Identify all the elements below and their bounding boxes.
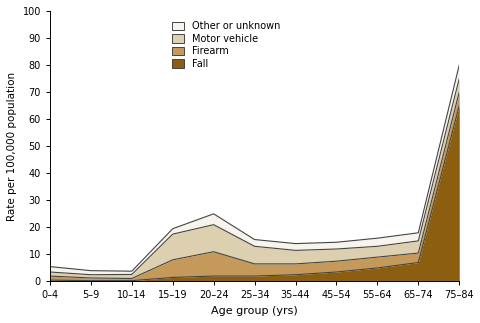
Legend: Other or unknown, Motor vehicle, Firearm, Fall: Other or unknown, Motor vehicle, Firearm…	[169, 18, 282, 72]
Y-axis label: Rate per 100,000 population: Rate per 100,000 population	[7, 72, 17, 221]
X-axis label: Age group (yrs): Age group (yrs)	[211, 306, 297, 316]
